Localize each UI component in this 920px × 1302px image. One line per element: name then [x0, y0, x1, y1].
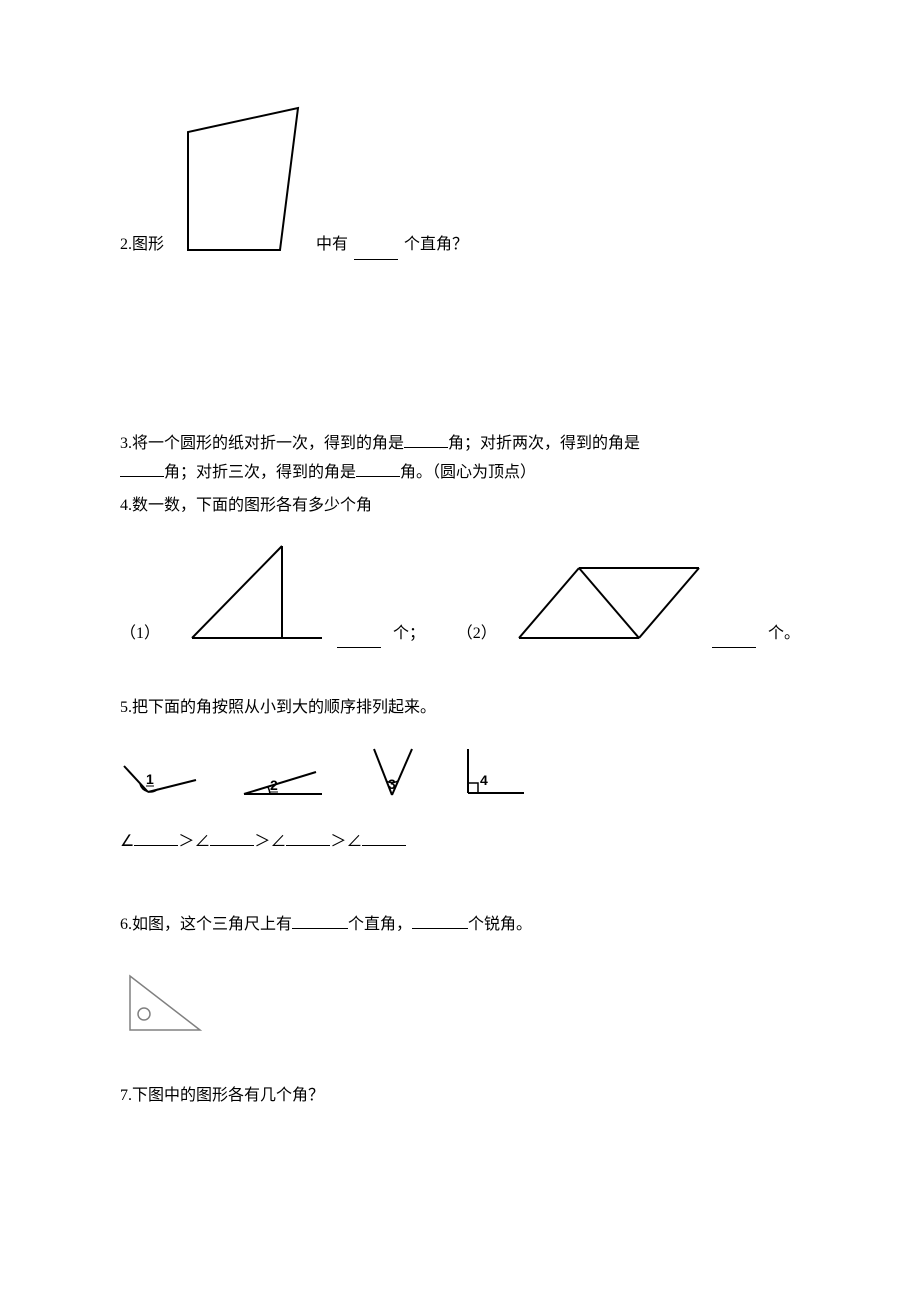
q4-shape2: [509, 558, 700, 648]
q6-triangle-ruler: [120, 968, 210, 1038]
question-7: 7.下图中的图形各有几个角？: [120, 1082, 800, 1111]
svg-text:1: 1: [146, 771, 154, 787]
q4-blank2: [712, 631, 756, 648]
q5-ob2: [210, 829, 254, 846]
q2-blank: [354, 243, 398, 260]
q5-ob1: [134, 829, 178, 846]
q2-middle: 中有: [316, 231, 348, 260]
q5-ob4: [362, 829, 406, 846]
q2-row: 2.图形 中有 个直角？: [120, 100, 800, 260]
question-6: 6.如图，这个三角尺上有 个直角， 个锐角。: [120, 911, 800, 1038]
q7-text: 7.下图中的图形各有几个角？: [120, 1087, 324, 1104]
q5-title: 5.把下面的角按照从小到大的顺序排列起来。: [120, 694, 800, 723]
q5-order-p1: ∠: [120, 833, 134, 850]
q5-sep3: ＞∠: [330, 833, 362, 850]
q3-line1b: 角；对折两次，得到的角是: [448, 435, 640, 452]
q5-angle-1: 1: [120, 750, 200, 800]
q6-b: 个直角，: [348, 916, 412, 933]
q3-blank3: [356, 460, 400, 477]
q2-prefix: 2.图形: [120, 231, 164, 260]
q5-angle-2: 2: [236, 760, 326, 800]
q5-angle-3: 3: [362, 745, 422, 800]
q3-line2a: 角；对折三次，得到的角是: [164, 464, 356, 481]
svg-text:3: 3: [388, 776, 396, 792]
q6-blank1: [292, 912, 348, 929]
question-4: 4.数一数，下面的图形各有多少个角 （1） 个； （2） 个。: [120, 492, 800, 649]
q4-title: 4.数一数，下面的图形各有多少个角: [120, 492, 800, 521]
svg-text:4: 4: [480, 772, 488, 788]
q4-blank1: [337, 631, 381, 648]
q4-shape1: [172, 538, 325, 648]
q5-ob3: [286, 829, 330, 846]
q2-shape: [170, 100, 310, 260]
question-5: 5.把下面的角按照从小到大的顺序排列起来。 1 2 3 4 ∠ ＞∠ ＞∠ ＞∠: [120, 694, 800, 857]
q6-a: 6.如图，这个三角尺上有: [120, 916, 292, 933]
q6-blank2: [412, 912, 468, 929]
question-3: 3.将一个圆形的纸对折一次，得到的角是 角；对折两次，得到的角是 角；对折三次，得…: [120, 430, 800, 488]
question-2: 2.图形 中有 个直角？: [120, 100, 800, 260]
q5-sep1: ＞∠: [178, 833, 210, 850]
q4-row: （1） 个； （2） 个。: [120, 538, 800, 648]
q4-item1-suffix: 个；: [393, 620, 425, 649]
q5-order-line: ∠ ＞∠ ＞∠ ＞∠: [120, 828, 800, 857]
q6-c: 个锐角。: [468, 916, 532, 933]
q5-angle-4: 4: [458, 745, 528, 800]
q5-sep2: ＞∠: [254, 833, 286, 850]
q5-angles-row: 1 2 3 4: [120, 745, 800, 800]
q4-item2-suffix: 个。: [768, 620, 800, 649]
q2-suffix: 个直角？: [404, 231, 468, 260]
q4-item2-label: （2）: [457, 620, 497, 649]
q3-line2b: 角。（圆心为顶点）: [400, 464, 536, 481]
q4-item1-label: （1）: [120, 620, 160, 649]
q3-blank1: [404, 431, 448, 448]
q3-blank2: [120, 460, 164, 477]
svg-text:2: 2: [270, 777, 278, 793]
q3-line1a: 3.将一个圆形的纸对折一次，得到的角是: [120, 435, 404, 452]
